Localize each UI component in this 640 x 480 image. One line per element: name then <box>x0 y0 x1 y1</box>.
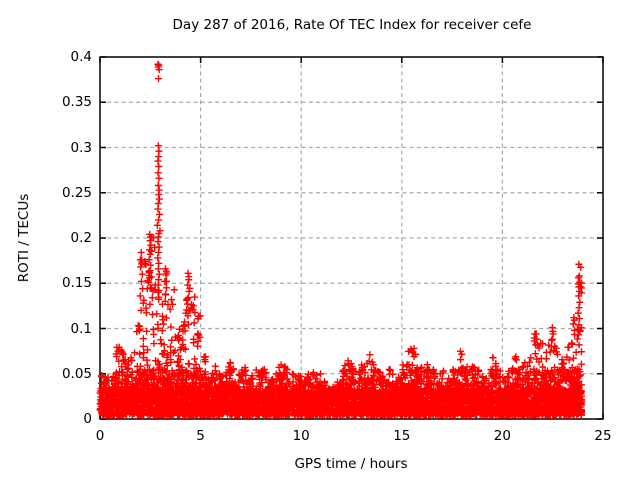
x-tick-label: 10 <box>292 428 310 444</box>
x-tick-label: 0 <box>95 428 105 444</box>
x-tick-label: 20 <box>493 428 511 444</box>
x-tick-label: 25 <box>594 428 612 444</box>
y-tick-label: 0.15 <box>61 275 92 292</box>
y-tick-label: 0.35 <box>61 94 92 111</box>
x-tick-label: 5 <box>196 428 205 444</box>
y-axis-label: ROTI / TECUs <box>16 193 32 283</box>
y-tick-label: 0.3 <box>70 139 92 156</box>
x-tick-label: 15 <box>393 428 411 444</box>
chart-title: Day 287 of 2016, Rate Of TEC Index for r… <box>172 17 532 33</box>
y-tick-label: 0.05 <box>61 365 92 382</box>
y-tick-label: 0.25 <box>61 184 92 201</box>
y-tick-label: 0.2 <box>70 230 92 246</box>
y-tick-label: 0.4 <box>70 49 92 65</box>
y-tick-label: 0 <box>83 411 92 427</box>
x-axis-label: GPS time / hours <box>294 456 408 472</box>
y-tick-label: 0.1 <box>70 320 92 337</box>
